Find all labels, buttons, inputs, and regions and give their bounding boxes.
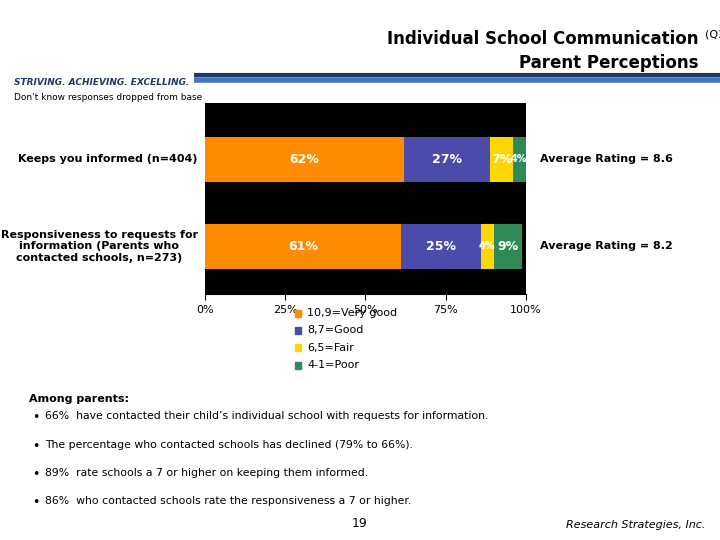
Bar	[490, 137, 513, 182]
Text: 66%  have contacted their child’s individual school with requests for informatio: 66% have contacted their child’s individ…	[45, 411, 489, 422]
Text: 10,9=Very good: 10,9=Very good	[307, 308, 397, 318]
Bar	[400, 224, 481, 269]
Text: 8,7=Good: 8,7=Good	[307, 326, 364, 335]
Text: Keeps you informed (n=404): Keeps you informed (n=404)	[19, 154, 198, 164]
Text: Don't know responses dropped from base: Don't know responses dropped from base	[14, 93, 202, 102]
Text: •: •	[32, 496, 40, 509]
Text: Parent Perceptions: Parent Perceptions	[519, 54, 698, 72]
Text: Average Rating = 8.6: Average Rating = 8.6	[540, 154, 673, 164]
Text: 61%: 61%	[288, 240, 318, 253]
Text: STRIVING. ACHIEVING. EXCELLING.: STRIVING. ACHIEVING. EXCELLING.	[14, 78, 190, 87]
Bar	[513, 137, 526, 182]
Text: 89%  rate schools a 7 or higher on keeping them informed.: 89% rate schools a 7 or higher on keepin…	[45, 468, 369, 478]
Text: The percentage who contacted schools has declined (79% to 66%).: The percentage who contacted schools has…	[45, 440, 413, 450]
Text: 7%: 7%	[491, 153, 512, 166]
Bar	[494, 224, 523, 269]
Text: •: •	[32, 468, 40, 481]
Text: Individual School Communication: Individual School Communication	[387, 30, 698, 48]
Text: 86%  who contacted schools rate the responsiveness a 7 or higher.: 86% who contacted schools rate the respo…	[45, 496, 412, 506]
Text: •: •	[32, 440, 40, 453]
Text: Among parents:: Among parents:	[29, 394, 129, 404]
Bar	[205, 224, 400, 269]
Text: •: •	[32, 411, 40, 424]
Text: 4%: 4%	[511, 154, 528, 164]
Text: 9%: 9%	[498, 240, 518, 253]
Text: Research Strategies, Inc.: Research Strategies, Inc.	[566, 520, 706, 530]
Bar	[404, 137, 490, 182]
Text: (Q35-37): (Q35-37)	[698, 30, 720, 40]
Text: 25%: 25%	[426, 240, 456, 253]
Text: 4-1=Poor: 4-1=Poor	[307, 360, 359, 370]
Text: 6,5=Fair: 6,5=Fair	[307, 343, 354, 353]
Bar	[205, 137, 404, 182]
Text: Average Rating = 8.2: Average Rating = 8.2	[540, 241, 672, 252]
Text: 62%: 62%	[289, 153, 320, 166]
Text: 19: 19	[352, 517, 368, 530]
Text: 27%: 27%	[432, 153, 462, 166]
Text: 4%: 4%	[479, 241, 495, 252]
Text: Responsiveness to requests for
information (Parents who
contacted schools, n=273: Responsiveness to requests for informati…	[1, 230, 198, 263]
Bar	[481, 224, 494, 269]
